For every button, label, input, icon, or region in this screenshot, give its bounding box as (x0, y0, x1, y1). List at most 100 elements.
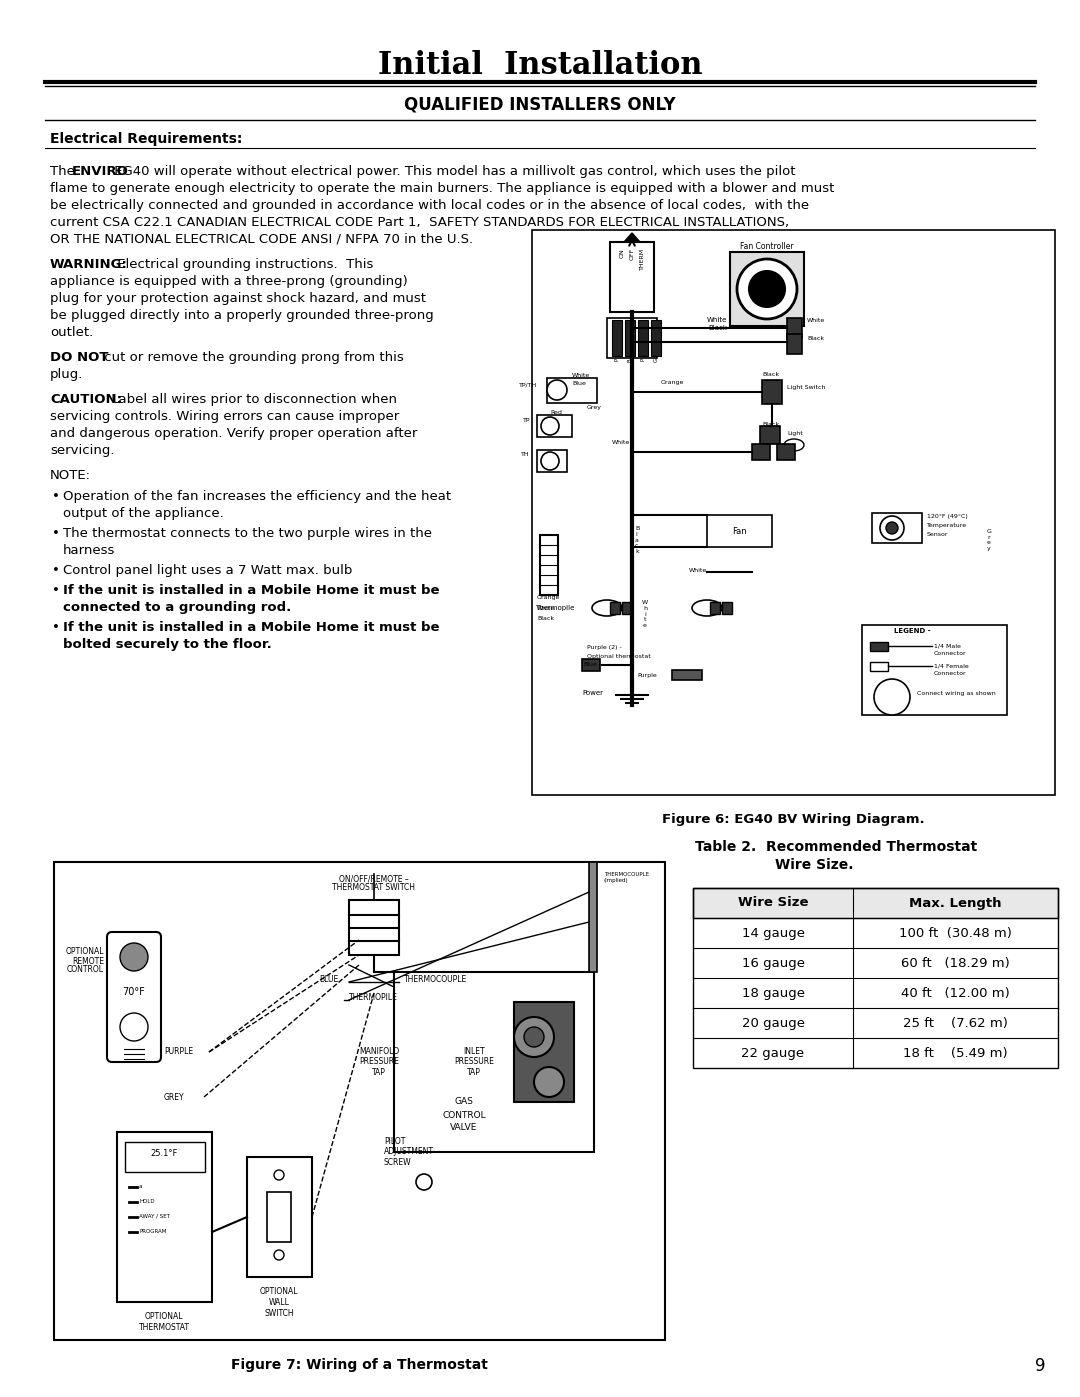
Text: Wire Size.: Wire Size. (775, 858, 853, 872)
Text: Light: Light (787, 430, 802, 436)
Text: Red: Red (550, 409, 562, 415)
Text: a: a (139, 1185, 143, 1189)
Text: White: White (689, 567, 707, 573)
Text: THERMOSTAT: THERMOSTAT (138, 1323, 189, 1331)
Text: VALVE: VALVE (450, 1123, 477, 1133)
Text: Control panel light uses a 7 Watt max. bulb: Control panel light uses a 7 Watt max. b… (63, 564, 352, 577)
Text: •: • (52, 527, 59, 541)
Circle shape (546, 380, 567, 400)
Text: BLUE: BLUE (320, 975, 339, 985)
Circle shape (750, 271, 785, 307)
Bar (532, 231, 1055, 795)
Text: B: B (627, 358, 633, 362)
Bar (723, 602, 732, 615)
Text: B
l
a
c
k: B l a c k (635, 525, 639, 555)
Bar (394, 972, 594, 1153)
Bar (638, 320, 648, 356)
Text: The thermostat connects to the two purple wires in the: The thermostat connects to the two purpl… (63, 527, 432, 541)
Bar (672, 671, 702, 680)
Text: TP: TP (523, 418, 530, 422)
Bar (777, 444, 795, 460)
Text: TP/TH: TP/TH (518, 383, 537, 387)
Text: CONTROL: CONTROL (67, 965, 104, 975)
Text: servicing.: servicing. (50, 444, 114, 457)
Bar (710, 602, 720, 615)
Circle shape (416, 1173, 432, 1190)
Text: THERMOSTAT SWITCH: THERMOSTAT SWITCH (333, 883, 416, 893)
Circle shape (120, 1013, 148, 1041)
Bar (546, 379, 597, 402)
Text: WARNING:: WARNING: (50, 258, 127, 271)
Bar (870, 643, 888, 651)
Text: 22 gauge: 22 gauge (742, 1046, 805, 1059)
Text: LEGEND -: LEGEND - (893, 629, 930, 634)
Circle shape (524, 1027, 544, 1046)
Text: output of the appliance.: output of the appliance. (63, 507, 224, 520)
Text: HOLD: HOLD (139, 1199, 154, 1204)
Text: Orange: Orange (537, 595, 561, 601)
Circle shape (874, 679, 910, 715)
Bar (267, 1192, 291, 1242)
Text: Max. Length: Max. Length (908, 897, 1001, 909)
Text: G: G (653, 358, 659, 362)
Text: flame to generate enough electricity to operate the main burners. The appliance : flame to generate enough electricity to … (50, 182, 835, 196)
Text: Blue: Blue (572, 381, 585, 386)
Text: connected to a grounding rod.: connected to a grounding rod. (63, 601, 292, 615)
Text: ON/OFF/REMOTE –: ON/OFF/REMOTE – (339, 875, 409, 884)
Bar (537, 450, 567, 472)
Bar (787, 319, 802, 338)
Text: •: • (52, 490, 59, 503)
Bar (730, 251, 804, 326)
Text: Optional thermostat: Optional thermostat (588, 654, 651, 659)
Text: 60 ft   (18.29 m): 60 ft (18.29 m) (901, 957, 1010, 970)
Text: CAUTION:: CAUTION: (50, 393, 122, 407)
Text: 1/4 Male: 1/4 Male (934, 643, 961, 648)
Bar (651, 320, 661, 356)
Text: TH: TH (522, 453, 530, 457)
Text: If the unit is installed in a Mobile Home it must be: If the unit is installed in a Mobile Hom… (63, 622, 440, 634)
Text: Fan: Fan (731, 527, 746, 535)
Text: Black: Black (807, 335, 824, 341)
Text: OR THE NATIONAL ELECTRICAL CODE ANSI / NFPA 70 in the U.S.: OR THE NATIONAL ELECTRICAL CODE ANSI / N… (50, 233, 473, 246)
Bar (540, 535, 558, 595)
Text: Power: Power (582, 690, 603, 696)
Text: White: White (706, 317, 727, 323)
Text: Electrical grounding instructions.  This: Electrical grounding instructions. This (113, 258, 374, 271)
Text: Thermopile: Thermopile (535, 605, 575, 610)
Text: 100 ft  (30.48 m): 100 ft (30.48 m) (899, 926, 1012, 940)
Bar (762, 380, 782, 404)
Circle shape (737, 258, 797, 319)
Text: current CSA C22.1 CANADIAN ELECTRICAL CODE Part 1,  SAFETY STANDARDS FOR ELECTRI: current CSA C22.1 CANADIAN ELECTRICAL CO… (50, 217, 789, 229)
Text: OPTIONAL: OPTIONAL (260, 1287, 298, 1296)
Text: and dangerous operation. Verify proper operation after: and dangerous operation. Verify proper o… (50, 427, 417, 440)
Circle shape (541, 453, 559, 469)
Text: White: White (537, 605, 555, 610)
Text: •: • (52, 584, 59, 597)
Text: P: P (615, 358, 620, 362)
Text: Black: Black (708, 326, 727, 331)
Text: Orange: Orange (660, 380, 684, 386)
Bar (787, 334, 802, 353)
Text: Light Switch: Light Switch (787, 384, 825, 390)
Text: Purple: Purple (637, 672, 657, 678)
Text: Electrical Requirements:: Electrical Requirements: (50, 131, 242, 147)
Text: Purple (2) -: Purple (2) - (588, 645, 622, 650)
Text: Sensor: Sensor (927, 532, 948, 536)
FancyBboxPatch shape (107, 932, 161, 1062)
Text: Label all wires prior to disconnection when: Label all wires prior to disconnection w… (107, 393, 397, 407)
Text: GREY: GREY (164, 1092, 185, 1101)
Text: PILOT
ADJUSTMENT
SCREW: PILOT ADJUSTMENT SCREW (384, 1137, 434, 1166)
Text: REMOTE: REMOTE (72, 957, 104, 965)
Text: 14 gauge: 14 gauge (742, 926, 805, 940)
Text: G
r
e
y: G r e y (987, 529, 991, 552)
Bar (693, 888, 1058, 1067)
Text: •: • (52, 622, 59, 634)
Text: White: White (807, 317, 825, 323)
Circle shape (120, 943, 148, 971)
Text: Blue: Blue (583, 662, 597, 668)
Ellipse shape (784, 439, 804, 451)
Bar (247, 1157, 312, 1277)
Text: ON: ON (620, 249, 624, 258)
Text: appliance is equipped with a three-prong (grounding): appliance is equipped with a three-prong… (50, 275, 408, 288)
Text: PROGRAM: PROGRAM (139, 1229, 166, 1234)
